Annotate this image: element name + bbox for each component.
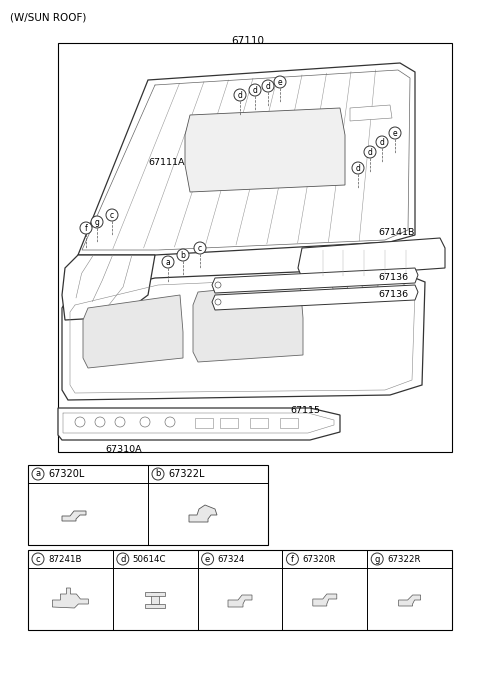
Text: b: b [156,470,161,478]
Circle shape [234,89,246,101]
Polygon shape [228,595,252,607]
Text: g: g [95,217,99,226]
Circle shape [194,242,206,254]
Text: f: f [84,223,87,232]
Polygon shape [52,588,88,608]
Polygon shape [189,505,217,522]
Text: d: d [120,555,125,564]
Text: d: d [265,81,270,90]
Polygon shape [62,255,155,320]
Circle shape [32,553,44,565]
Circle shape [91,216,103,228]
Polygon shape [298,238,445,278]
Circle shape [215,299,221,305]
Polygon shape [145,592,165,596]
Text: e: e [393,128,397,137]
Text: 87241B: 87241B [48,555,82,564]
Text: b: b [180,251,185,260]
Text: a: a [36,470,41,478]
Circle shape [75,417,85,427]
Polygon shape [212,285,418,310]
Bar [28,465,268,545]
Text: 67111A: 67111A [148,158,184,167]
Text: c: c [198,244,202,253]
Circle shape [115,417,125,427]
Circle shape [364,146,376,158]
Text: 67324: 67324 [217,555,245,564]
Text: g: g [374,555,380,564]
Bar [28,550,452,630]
Circle shape [249,84,261,96]
Bar [220,418,238,428]
Polygon shape [313,594,337,606]
Bar [250,418,268,428]
Text: d: d [356,164,360,173]
Text: f: f [291,555,294,564]
Circle shape [32,468,44,480]
Text: d: d [238,90,242,99]
Text: 67322R: 67322R [387,555,420,564]
Circle shape [165,417,175,427]
Text: a: a [166,257,170,266]
Text: 67136: 67136 [378,273,408,282]
Text: (W/SUN ROOF): (W/SUN ROOF) [10,12,86,22]
Text: e: e [278,78,282,87]
Circle shape [152,468,164,480]
Circle shape [332,277,348,293]
Text: 67322L: 67322L [168,469,204,479]
Polygon shape [193,282,303,362]
Polygon shape [62,268,425,400]
Text: 67110: 67110 [231,36,264,46]
Circle shape [287,553,299,565]
Circle shape [177,249,189,261]
Circle shape [80,222,92,234]
Text: 67310A: 67310A [105,446,142,455]
Circle shape [262,80,274,92]
Polygon shape [58,408,340,440]
Polygon shape [78,63,415,255]
Text: c: c [36,555,40,564]
Circle shape [106,209,118,221]
Circle shape [274,76,286,88]
Text: d: d [380,137,384,146]
Bar [195,418,213,428]
Polygon shape [145,604,165,608]
Polygon shape [350,105,392,121]
Circle shape [376,136,388,148]
Text: 67136: 67136 [378,289,408,298]
Text: 50614C: 50614C [133,555,166,564]
Circle shape [389,127,401,139]
Circle shape [202,553,214,565]
Bar [58,43,452,452]
Polygon shape [83,295,183,368]
Text: e: e [205,555,210,564]
Text: 67141B: 67141B [378,228,414,237]
Text: 67320L: 67320L [48,469,84,479]
Polygon shape [151,592,159,604]
Text: 67115: 67115 [290,405,320,414]
Text: c: c [110,210,114,219]
Text: d: d [252,85,257,94]
Text: d: d [368,148,372,157]
Polygon shape [212,268,418,293]
Polygon shape [398,595,420,606]
Text: 67320R: 67320R [302,555,336,564]
Circle shape [215,282,221,288]
Circle shape [95,417,105,427]
Circle shape [140,417,150,427]
Polygon shape [62,511,86,521]
Circle shape [117,553,129,565]
Circle shape [162,256,174,268]
Bar [280,418,298,428]
Circle shape [352,162,364,174]
Circle shape [371,553,383,565]
Polygon shape [185,108,345,192]
Circle shape [362,277,378,293]
